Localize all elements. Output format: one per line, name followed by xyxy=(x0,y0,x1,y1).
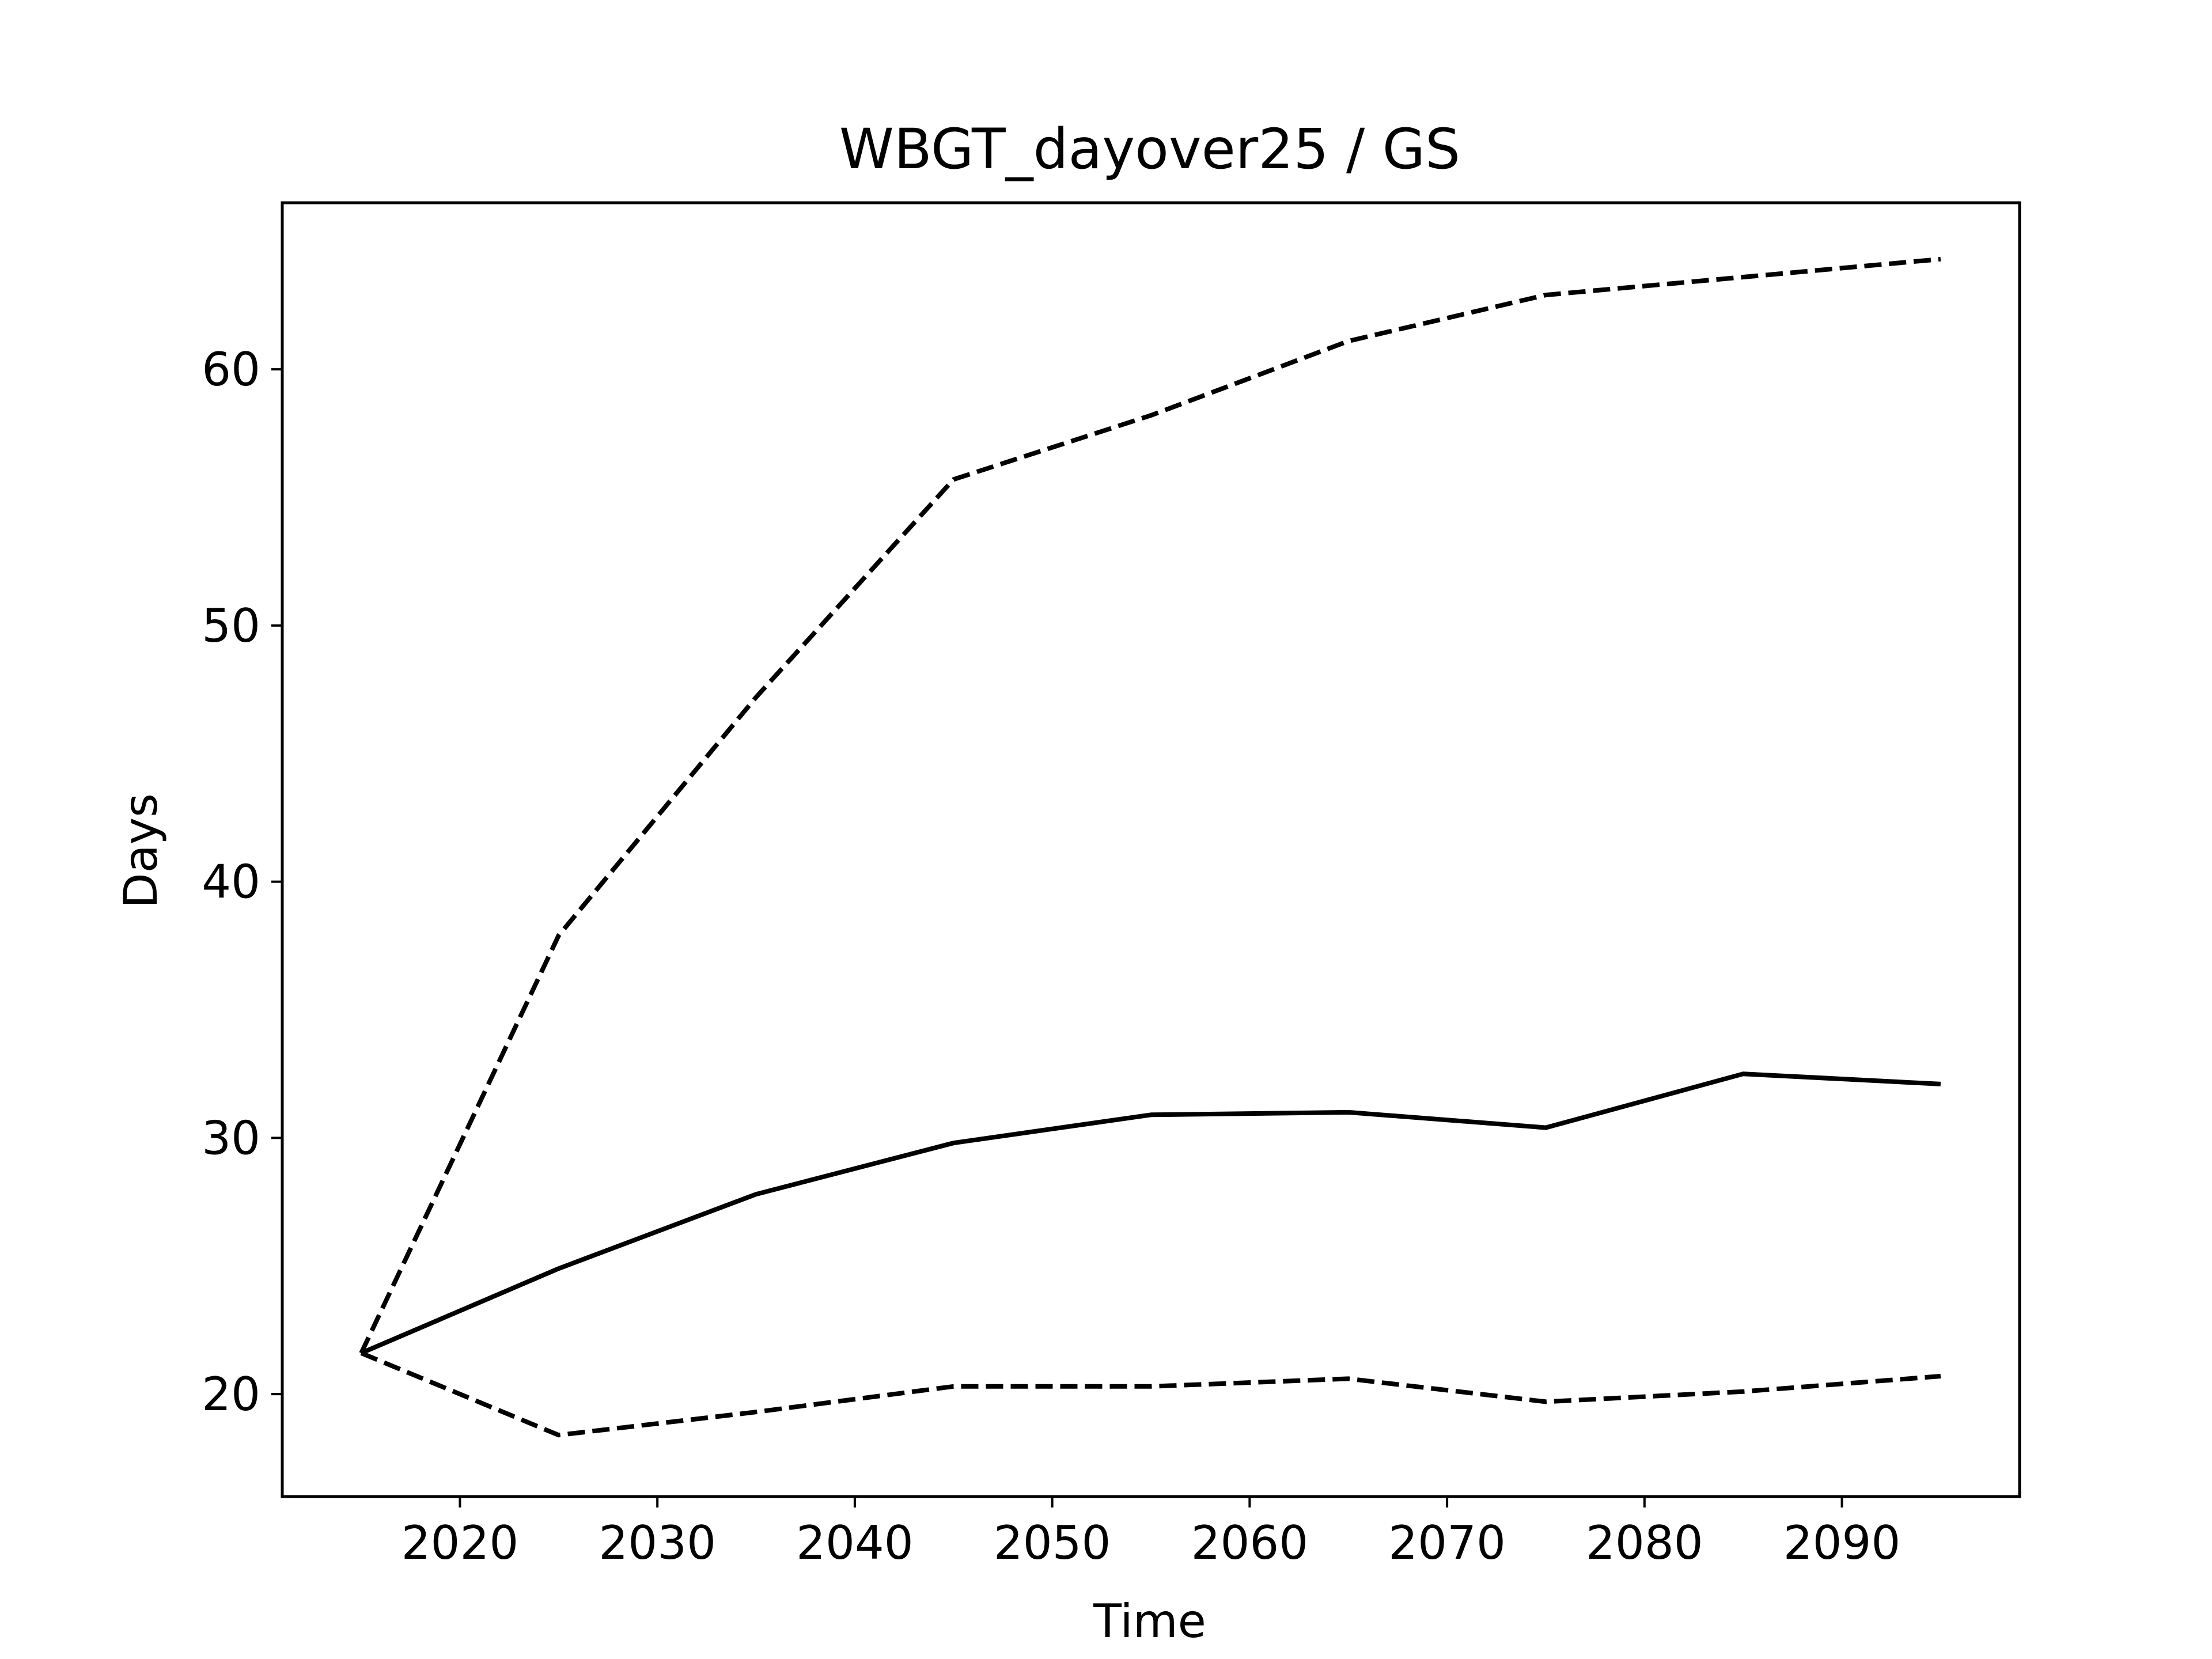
y-tick-label: 50 xyxy=(202,599,260,653)
x-tick-label: 2080 xyxy=(1586,1516,1703,1570)
plot-frame xyxy=(281,201,2021,1498)
y-tick-label: 40 xyxy=(202,855,260,909)
plot-lines xyxy=(359,256,1941,1438)
x-tick-label: 2090 xyxy=(1783,1516,1901,1570)
y-tick-label: 30 xyxy=(202,1111,260,1165)
y-tick-label: 20 xyxy=(202,1368,260,1421)
x-tick-label: 2040 xyxy=(796,1516,914,1570)
series-line-2-dashed xyxy=(359,256,1941,1354)
x-axis-ticks: 2020 2030 2040 2050 2060 2070 2080 2090 xyxy=(402,1497,1901,1570)
y-axis-label: Days xyxy=(114,793,168,908)
x-tick-label: 2060 xyxy=(1191,1516,1309,1570)
y-axis-ticks: 20 30 40 50 60 xyxy=(202,343,282,1421)
y-tick-label: 60 xyxy=(202,343,260,396)
x-axis-label: Time xyxy=(1093,1594,1206,1648)
x-tick-label: 2050 xyxy=(994,1516,1111,1570)
chart-title: WBGT_dayover25 / GS xyxy=(839,117,1460,181)
series-line-3-dashed xyxy=(360,1351,1941,1438)
x-tick-label: 2070 xyxy=(1388,1516,1506,1570)
x-tick-label: 2020 xyxy=(402,1516,519,1570)
x-tick-label: 2030 xyxy=(599,1516,716,1570)
series-line-1-solid xyxy=(360,1071,1941,1355)
